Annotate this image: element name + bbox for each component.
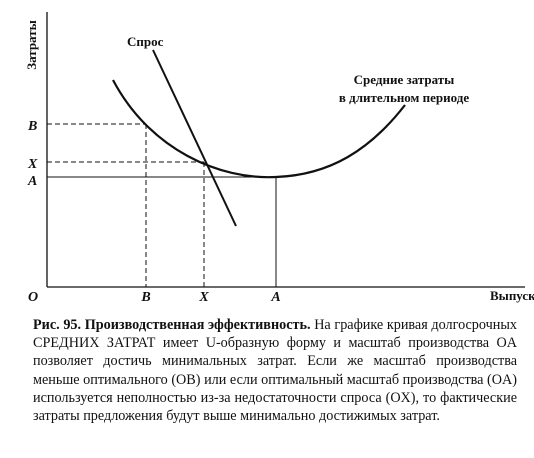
average-cost-curve <box>112 79 406 179</box>
x-label: A <box>270 290 280 305</box>
cost-curve-label: в длительном периоде <box>339 90 469 105</box>
caption: Рис. 95. Производственная эффективность.… <box>33 316 517 425</box>
y-axis-label: Затраты <box>24 20 39 70</box>
y-label: A <box>27 174 37 189</box>
caption-text: На графике кривая долгосрочных СРЕДНИХ З… <box>33 317 517 425</box>
cost-curve-label: Средние затраты <box>354 72 455 87</box>
x-axis-label: Выпуск <box>490 288 534 303</box>
origin-label: O <box>28 290 38 305</box>
demand-label: Спрос <box>127 34 164 49</box>
x-label: B <box>140 290 150 305</box>
caption-label: Рис. 95. Производственная эффективность. <box>33 317 311 333</box>
x-label: X <box>198 290 209 305</box>
y-label: X <box>27 157 38 172</box>
diagram: Затраты Выпуск O B X A B X A Спрос Средн… <box>24 12 534 305</box>
demand-line <box>152 49 237 227</box>
y-label: B <box>27 119 37 134</box>
